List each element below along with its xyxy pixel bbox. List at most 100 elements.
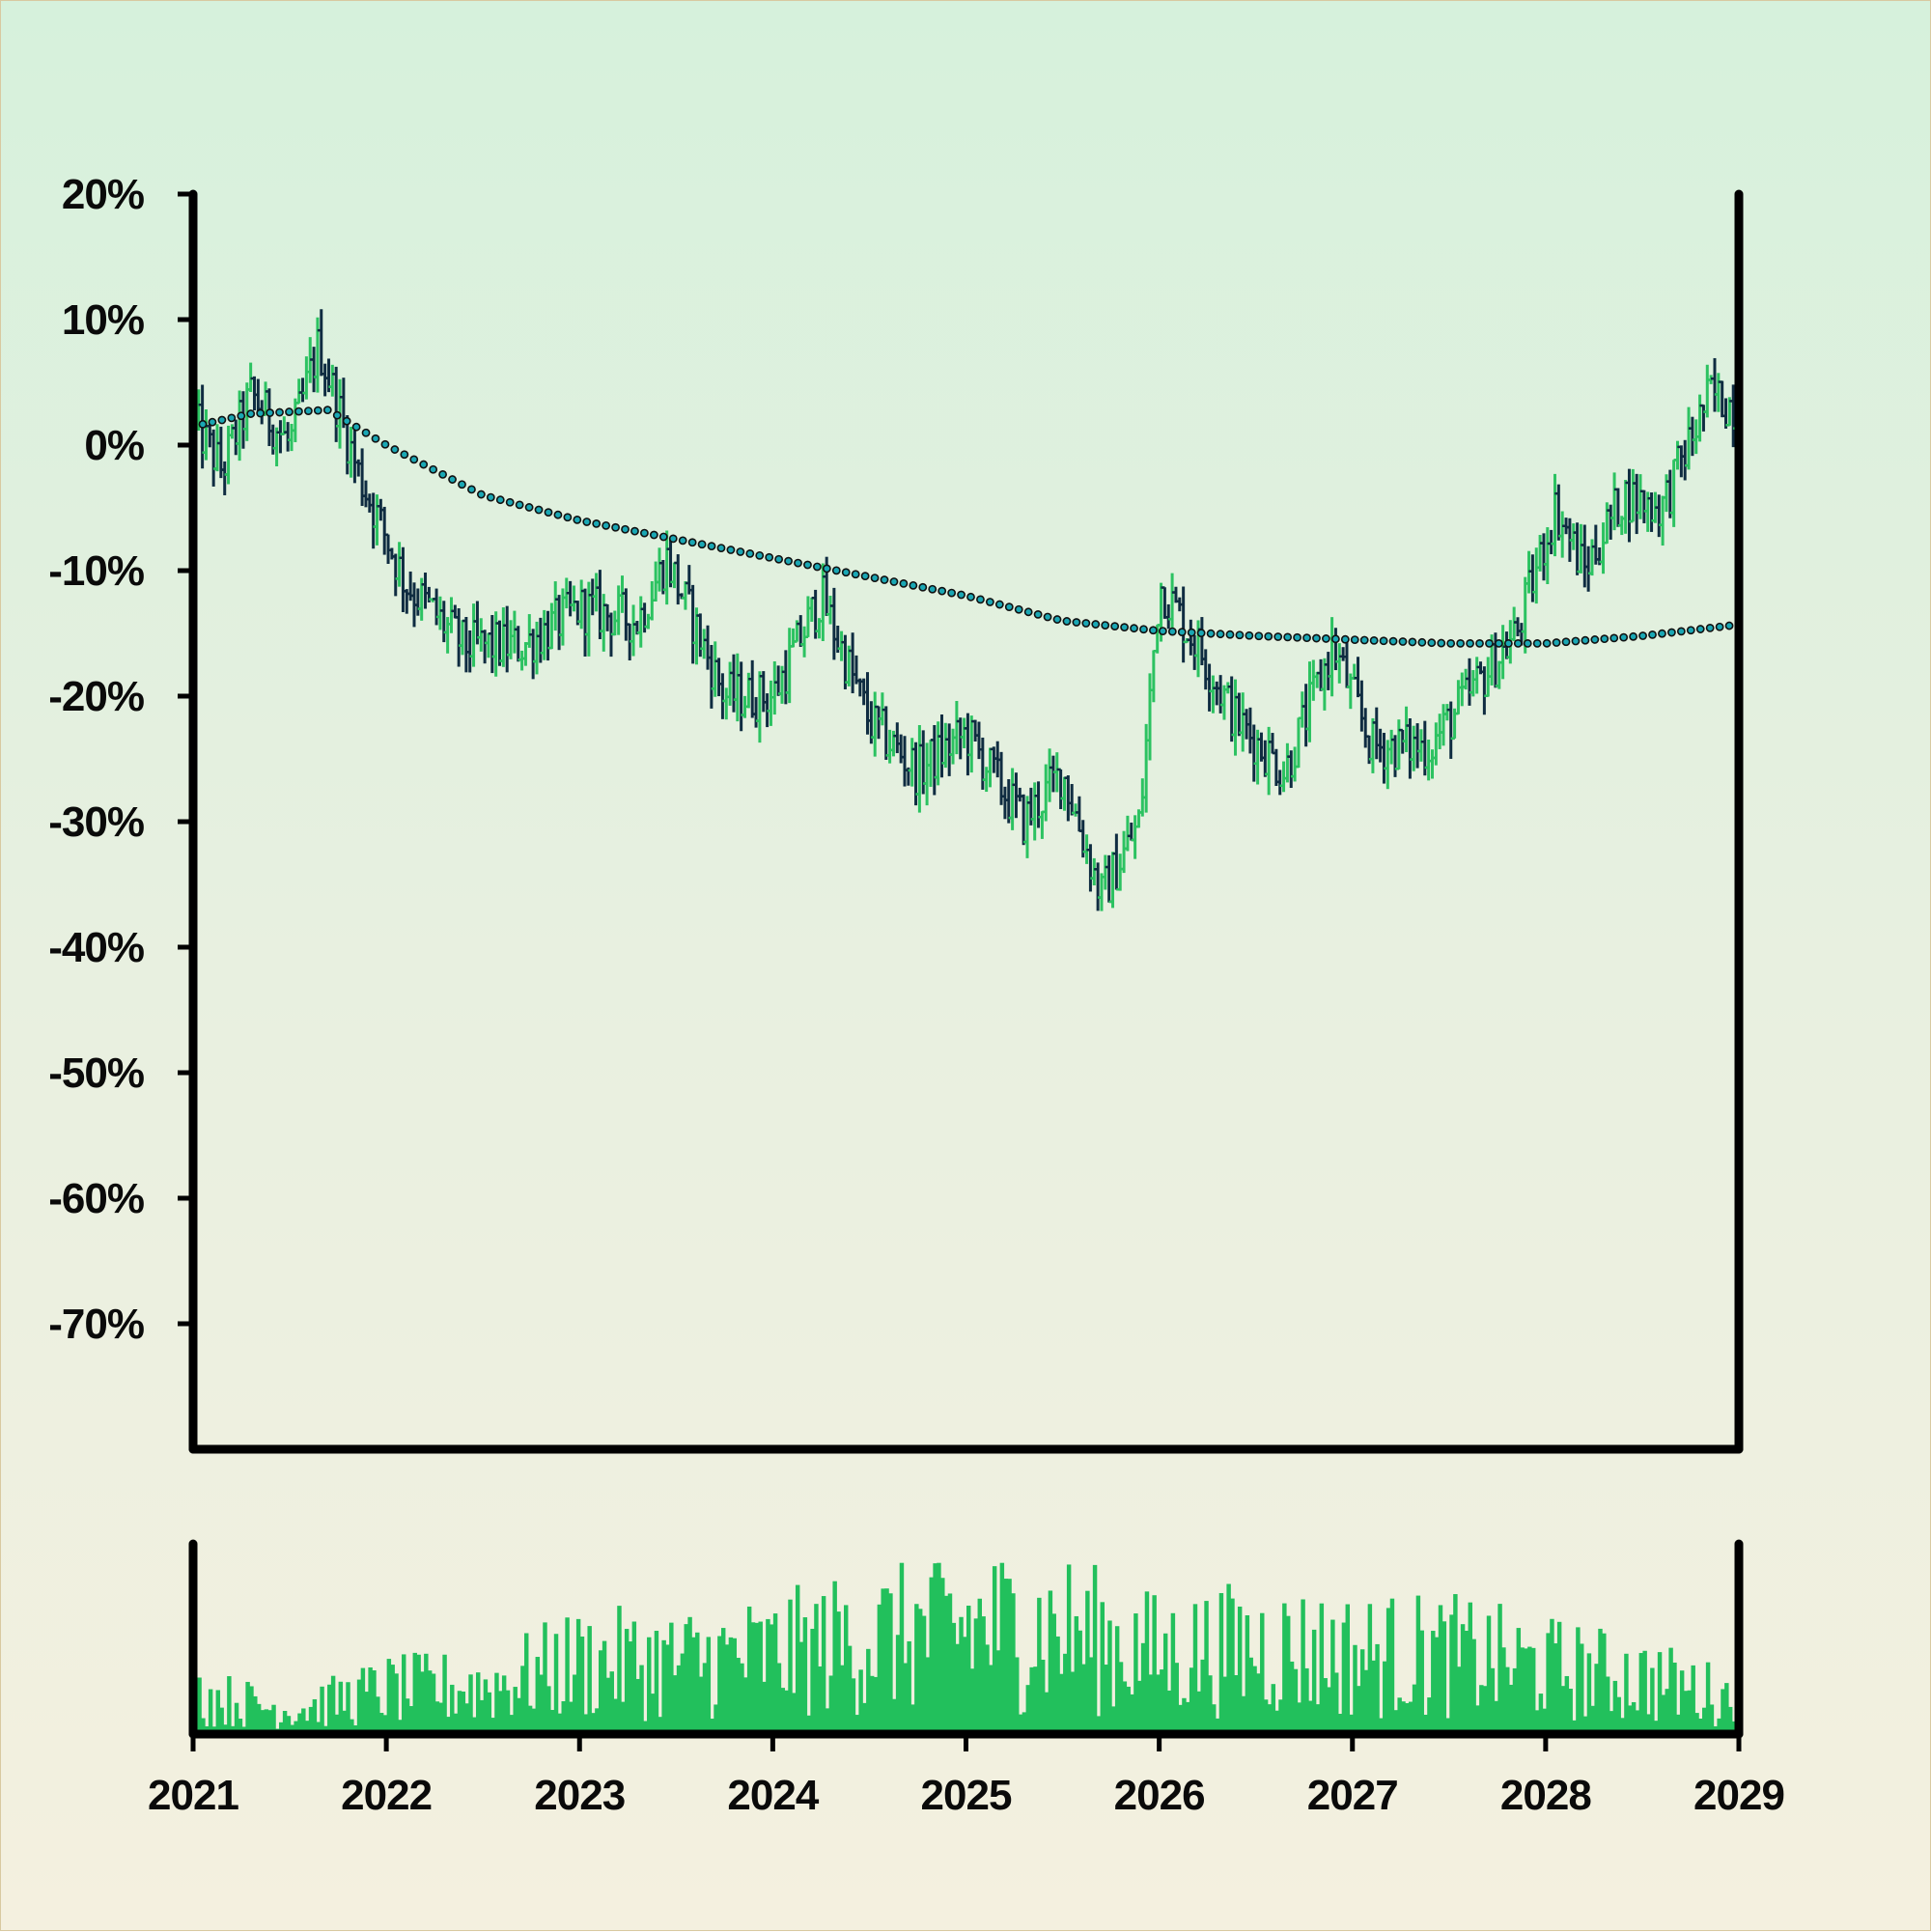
- volume-bar: [1226, 1583, 1231, 1734]
- moving-average-point: [285, 407, 294, 416]
- volume-bar: [1037, 1597, 1042, 1734]
- volume-bar: [1174, 1663, 1179, 1734]
- moving-average-point: [976, 595, 985, 604]
- x-tick-label: 2022: [341, 1772, 432, 1819]
- moving-average-point: [630, 526, 639, 536]
- moving-average-point: [1052, 615, 1062, 624]
- volume-bar: [1248, 1657, 1253, 1734]
- volume-bar: [412, 1652, 418, 1734]
- volume-bar: [382, 1715, 388, 1734]
- volume-bar: [1661, 1694, 1666, 1734]
- volume-bar: [569, 1701, 574, 1734]
- moving-average-point: [1590, 635, 1600, 644]
- volume-bar: [1497, 1604, 1502, 1734]
- volume-bar: [368, 1666, 373, 1734]
- volume-bar: [1620, 1718, 1625, 1734]
- volume-bar: [895, 1635, 901, 1734]
- moving-average-point: [1359, 635, 1369, 645]
- volume-bar: [1260, 1612, 1265, 1734]
- volume-bar: [698, 1676, 704, 1734]
- volume-bar: [1383, 1661, 1387, 1734]
- volume-bar: [1048, 1590, 1053, 1734]
- moving-average-point: [553, 510, 563, 519]
- volume-bar: [676, 1665, 682, 1734]
- volume-bar: [1415, 1595, 1421, 1734]
- moving-average-point: [697, 540, 707, 549]
- volume-bar: [985, 1644, 990, 1734]
- volume-bar: [386, 1659, 392, 1734]
- volume-bar: [1401, 1701, 1406, 1734]
- volume-bar: [788, 1599, 793, 1734]
- volume-bar: [1059, 1673, 1064, 1734]
- moving-average-point: [889, 577, 899, 586]
- volume-bar: [1077, 1630, 1082, 1734]
- volume-bar: [680, 1653, 686, 1734]
- volume-bar: [1705, 1662, 1711, 1734]
- volume-bar: [1367, 1604, 1373, 1734]
- volume-bar: [869, 1675, 875, 1734]
- volume-bar: [1501, 1647, 1506, 1734]
- volume-bar: [1301, 1599, 1305, 1734]
- volume-bar: [1130, 1694, 1134, 1734]
- volume-bar: [505, 1690, 511, 1734]
- moving-average-point: [1293, 632, 1301, 642]
- moving-average-point: [1695, 625, 1705, 633]
- volume-bar: [1556, 1621, 1562, 1734]
- volume-bar: [914, 1604, 919, 1734]
- moving-average-point: [256, 408, 266, 418]
- volume-bar: [1534, 1710, 1540, 1734]
- volume-bar: [238, 1719, 243, 1734]
- volume-bar: [1204, 1601, 1209, 1734]
- volume-bar: [1162, 1633, 1168, 1734]
- moving-average-point: [1609, 633, 1619, 643]
- moving-average-point: [1196, 629, 1206, 638]
- volume-bar: [717, 1636, 722, 1734]
- volume-bar: [498, 1691, 503, 1734]
- volume-bar: [308, 1706, 314, 1734]
- volume-bar: [798, 1641, 804, 1734]
- volume-bar: [1393, 1710, 1399, 1734]
- volume-bar: [828, 1675, 834, 1734]
- moving-average-point: [419, 460, 429, 469]
- volume-bar: [1672, 1662, 1677, 1734]
- volume-bar: [1096, 1716, 1102, 1734]
- volume-bar: [1341, 1622, 1347, 1734]
- volume-bar: [1271, 1684, 1276, 1734]
- volume-bar: [1315, 1704, 1321, 1734]
- volume-bar: [1160, 1669, 1164, 1734]
- moving-average-point: [582, 518, 592, 526]
- volume-bar: [1245, 1614, 1250, 1734]
- moving-average-point: [957, 590, 966, 600]
- volume-bar: [1527, 1646, 1532, 1734]
- volume-bar: [1170, 1612, 1176, 1734]
- volume-bar: [1081, 1664, 1086, 1734]
- volume-bar: [1423, 1714, 1428, 1734]
- volume-bar: [1122, 1681, 1128, 1734]
- volume-bar: [617, 1606, 622, 1734]
- volume-bar: [907, 1640, 911, 1734]
- volume-bar: [517, 1697, 521, 1734]
- volume-bar: [695, 1632, 700, 1734]
- volume-bar: [740, 1663, 744, 1734]
- volume-bar: [810, 1628, 815, 1734]
- moving-average-point: [841, 568, 851, 577]
- volume-bar: [364, 1692, 369, 1734]
- moving-average-point: [1149, 626, 1158, 635]
- moving-average-point: [322, 406, 332, 415]
- moving-average-point: [342, 416, 351, 426]
- moving-average-point: [928, 584, 938, 594]
- volume-bar: [1033, 1666, 1038, 1734]
- volume-bar: [294, 1721, 298, 1734]
- volume-bar: [888, 1593, 893, 1734]
- volume-bar: [1182, 1697, 1187, 1734]
- volume-bar: [1490, 1667, 1496, 1734]
- volume-bar: [710, 1719, 714, 1734]
- volume-bar: [1234, 1674, 1239, 1734]
- volume-bar: [1007, 1579, 1012, 1734]
- volume-bar: [1408, 1701, 1413, 1734]
- volume-bar: [1051, 1613, 1056, 1734]
- volume-bar: [1580, 1643, 1584, 1734]
- volume-bar: [1635, 1710, 1640, 1734]
- moving-average-point: [1446, 639, 1456, 648]
- volume-bar: [724, 1644, 730, 1734]
